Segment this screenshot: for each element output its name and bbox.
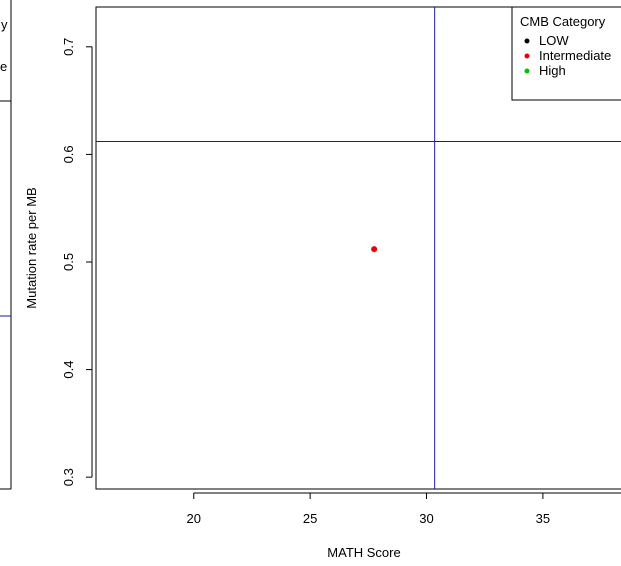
x-tick-label: 35 <box>536 511 550 526</box>
data-point <box>371 246 378 253</box>
legend-title: CMB Category <box>520 14 606 29</box>
y-axis-title: Mutation rate per MB <box>24 187 39 308</box>
legend-marker <box>524 53 530 59</box>
x-tick-label: 30 <box>419 511 433 526</box>
plot-frame <box>95 6 621 490</box>
x-tick-label: 20 <box>187 511 201 526</box>
data-points <box>371 246 378 253</box>
y-tick-label: 0.4 <box>61 361 76 379</box>
legend-label: Intermediate <box>539 48 611 63</box>
y-tick-label: 0.6 <box>61 145 76 163</box>
x-axis: 20 25 30 35 <box>187 492 621 526</box>
legend-marker <box>524 68 530 74</box>
legend-label: LOW <box>539 33 569 48</box>
y-axis: 0.3 0.4 0.5 0.6 0.7 <box>61 38 93 486</box>
left-panel-text-1: y <box>1 17 8 32</box>
y-tick-label: 0.5 <box>61 253 76 271</box>
legend-box <box>511 6 621 101</box>
x-axis-title: MATH Score <box>327 545 400 560</box>
x-tick-label: 25 <box>303 511 317 526</box>
legend-marker <box>524 38 530 44</box>
left-panel-text-2: e <box>0 59 7 74</box>
legend-label: High <box>539 63 566 78</box>
left-panel-fragment: y e <box>0 0 12 490</box>
y-tick-label: 0.3 <box>61 468 76 486</box>
y-tick-label: 0.7 <box>61 38 76 56</box>
